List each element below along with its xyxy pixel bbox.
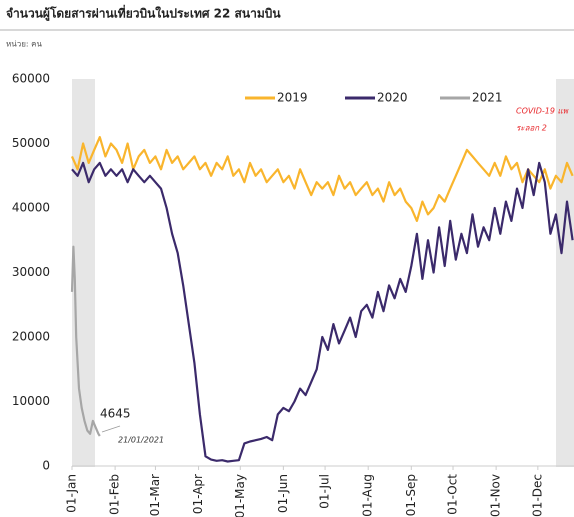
y-tick-label: 10000 <box>12 394 50 408</box>
x-tick-label: 01-Jul <box>318 474 332 509</box>
legend-label: 2021 <box>472 91 503 105</box>
annotation: ระลอก 2 <box>516 124 547 133</box>
chart-subtitle: หน่วย: คน <box>6 40 43 49</box>
x-tick-label: 01-Aug <box>361 474 375 517</box>
x-tick-label: 01-Sep <box>404 474 418 516</box>
x-tick-label: 01-Oct <box>446 474 460 515</box>
x-tick-label: 01-Mar <box>148 474 162 516</box>
y-tick-label: 50000 <box>12 136 50 150</box>
chart-title: จำนวนผู้โดยสารผ่านเที่ยวบินในประเทศ 22 ส… <box>6 5 281 22</box>
annotation: COVID-19 แพ <box>516 107 569 116</box>
legend-label: 2019 <box>277 91 308 105</box>
shaded-period <box>556 79 574 467</box>
x-tick-label: 01-Apr <box>191 474 205 514</box>
x-tick-label: 01-May <box>233 474 247 517</box>
y-tick-label: 60000 <box>12 72 50 86</box>
annotation: 21/01/2021 <box>118 436 164 445</box>
y-tick-label: 0 <box>42 459 50 473</box>
annotation-line <box>101 425 121 433</box>
legend-label: 2020 <box>377 91 408 105</box>
x-tick-label: 01-Dec <box>530 474 544 517</box>
series-line <box>70 136 574 222</box>
y-tick-label: 40000 <box>12 201 50 215</box>
series-line <box>70 245 101 437</box>
x-tick-label: 01-Jan <box>65 474 79 513</box>
x-tick-label: 01-Feb <box>108 474 122 515</box>
series-line <box>71 161 574 463</box>
data-label: 4645 <box>100 407 131 421</box>
x-tick-label: 01-Nov <box>489 474 503 517</box>
y-tick-label: 30000 <box>12 265 50 279</box>
x-tick-label: 01-Jun <box>276 474 290 513</box>
y-tick-label: 20000 <box>12 330 50 344</box>
